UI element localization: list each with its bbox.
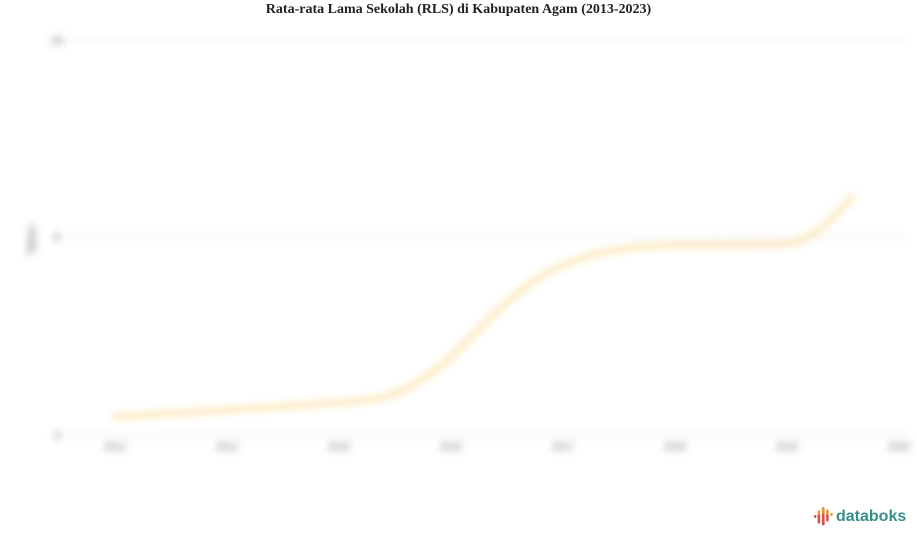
- svg-text:2019: 2019: [776, 442, 799, 453]
- svg-text:2017: 2017: [552, 442, 575, 453]
- svg-text:Tahun: Tahun: [26, 225, 38, 255]
- svg-text:3: 3: [54, 430, 60, 442]
- svg-text:2015: 2015: [328, 442, 351, 453]
- svg-text:2020: 2020: [888, 442, 911, 453]
- svg-text:2018: 2018: [664, 442, 687, 453]
- svg-text:10: 10: [51, 35, 63, 47]
- svg-text:2016: 2016: [440, 442, 463, 453]
- svg-text:2013: 2013: [104, 442, 127, 453]
- svg-text:2014: 2014: [216, 442, 239, 453]
- svg-text:6: 6: [54, 232, 60, 244]
